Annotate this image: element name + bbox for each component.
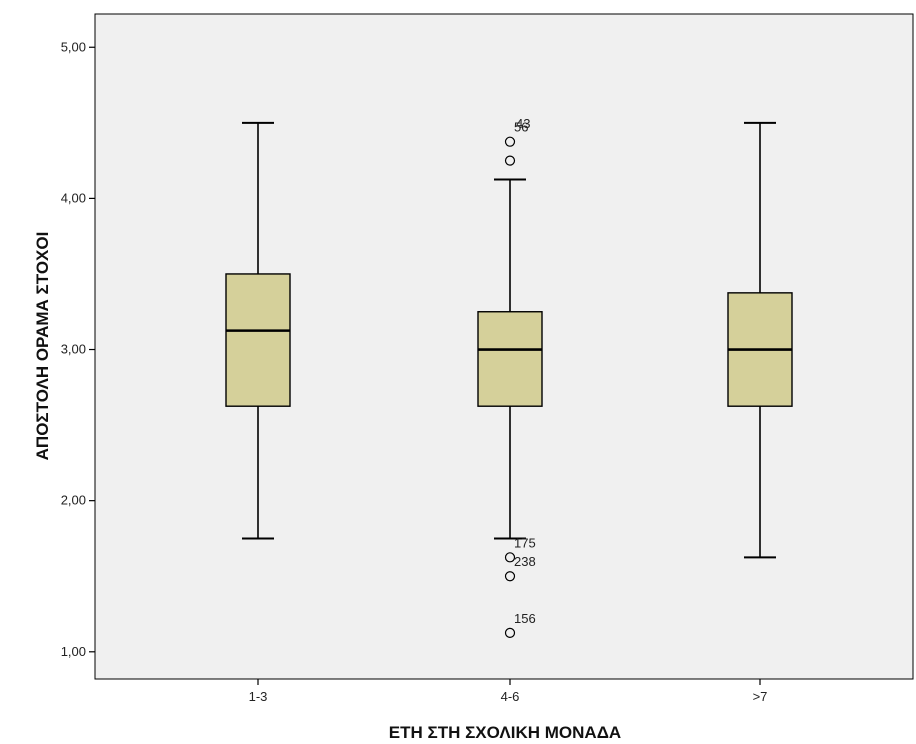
outlier-label-0: 56 [514,120,528,135]
box-group-1-3 [225,121,291,540]
outlier-point-4 [504,627,516,639]
y-tick-label-0: 1,00 [61,644,86,659]
x-axis-title: ΕΤΗ ΣΤΗ ΣΧΟΛΙΚΗ ΜΟΝΑΔΑ [389,723,621,742]
outlier-label-3: 238 [514,554,536,569]
outlier-point-2 [504,552,516,563]
outlier-point-3 [504,571,516,582]
outlier-point-1 [504,155,516,166]
y-axis-title: ΑΠΟΣΤΟΛΗ ΟΡΑΜΑ ΣΤΟΧΟΙ [33,232,52,461]
box-group-4-6: 56 175 238 156 [477,120,543,639]
outlier-label-extra-0: 43 [516,116,530,131]
y-tick-label-4: 5,00 [61,39,86,54]
x-tick-label-0: 1-3 [249,689,268,704]
outlier-label-2: 175 [514,535,536,550]
boxes: 56 175 238 156 43 [225,116,793,639]
y-axis: 1,00 2,00 3,00 4,00 5,00 [61,39,95,659]
y-tick-label-3: 4,00 [61,190,86,205]
iqr-box [225,273,291,407]
outlier-label-4: 156 [514,611,536,626]
outlier-point-0 [504,136,516,147]
box-group->7 [727,121,793,559]
x-axis: 1-3 4-6 >7 [249,679,768,704]
x-tick-label-1: 4-6 [501,689,520,704]
y-tick-label-2: 3,00 [61,342,86,357]
x-tick-label-2: >7 [753,689,768,704]
y-tick-label-1: 2,00 [61,493,86,508]
iqr-box [477,311,543,407]
